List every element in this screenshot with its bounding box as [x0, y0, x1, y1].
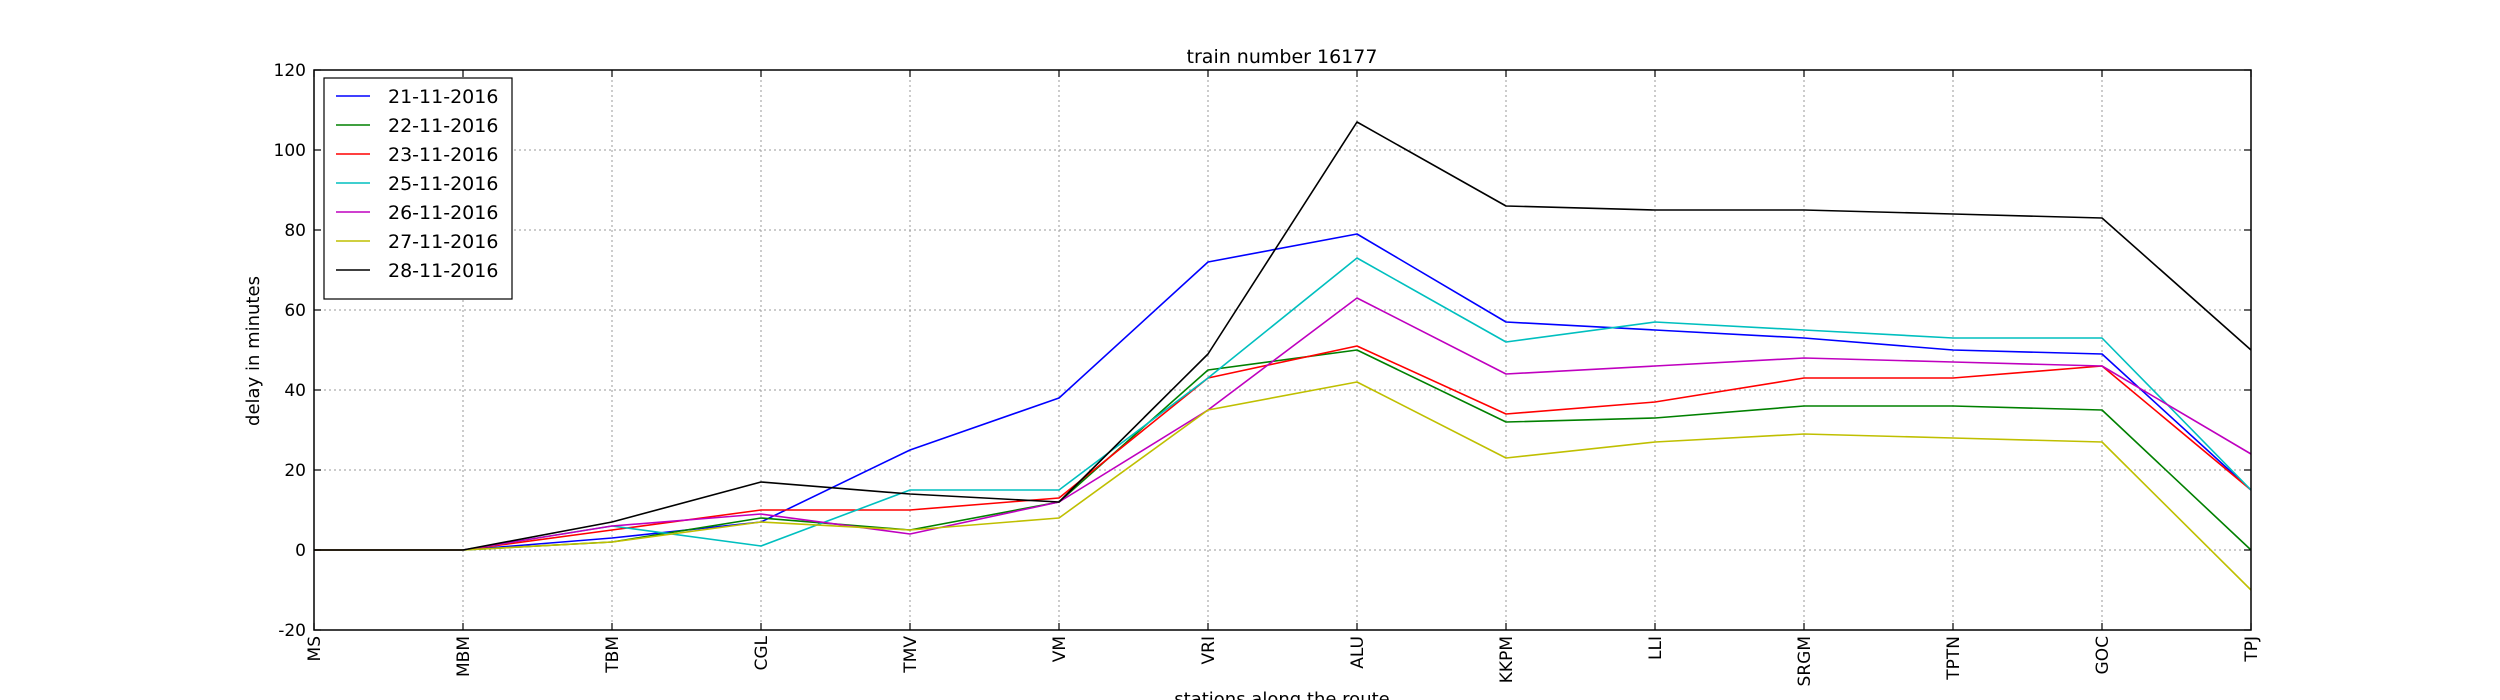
series-line-26-11-2016 [314, 297, 2252, 551]
legend-entry: 28-11-2016 [336, 260, 498, 282]
series-line-27-11-2016 [314, 381, 2252, 591]
plot-area [314, 70, 2251, 630]
legend-entry: 25-11-2016 [336, 173, 498, 195]
legend-label: 21-11-2016 [388, 86, 498, 108]
legend-label: 28-11-2016 [388, 260, 498, 282]
x-tick-label: KKPM [1497, 636, 1517, 683]
y-axis: -20 0 20 40 60 80 100 120 [274, 61, 2251, 641]
y-tick-label: 60 [284, 301, 306, 321]
x-tick-label: MS [305, 636, 325, 661]
y-tick-label: -20 [278, 621, 306, 641]
legend-entry: 23-11-2016 [336, 144, 498, 166]
legend-label: 23-11-2016 [388, 144, 498, 166]
legend: 21-11-2016 22-11-2016 23-11-2016 25-11-2016… [323, 77, 513, 300]
series-line-25-11-2016 [314, 257, 2252, 551]
x-tick-label: CGL [752, 635, 772, 670]
series-line-23-11-2016 [314, 345, 2252, 551]
legend-box [323, 77, 513, 300]
legend-label: 26-11-2016 [388, 202, 498, 224]
x-tick-label: VM [1050, 636, 1070, 662]
y-tick-label: 80 [284, 221, 306, 241]
x-tick-label: ALU [1348, 636, 1368, 669]
legend-label: 22-11-2016 [388, 115, 498, 137]
series-lines [314, 121, 2252, 591]
x-tick-label: TPJ [2242, 636, 2262, 663]
legend-entry: 26-11-2016 [336, 202, 498, 224]
y-tick-label: 0 [295, 541, 306, 561]
legend-label: 27-11-2016 [388, 231, 498, 253]
series-line-28-11-2016 [314, 121, 2252, 551]
x-tick-label: SRGM [1795, 636, 1815, 686]
y-tick-label: 20 [284, 461, 306, 481]
y-axis-label: delay in minutes [243, 276, 264, 426]
chart-title: train number 16177 [1187, 46, 1378, 68]
x-axis-label: stations along the route [1174, 689, 1389, 700]
x-axis: MS MBM TBM CGL TMV VM VRI ALU KKPM LLI SRGM TPTN GOC… [305, 70, 2262, 686]
x-tick-label: MBM [454, 636, 474, 677]
y-tick-label: 40 [284, 381, 306, 401]
x-tick-label: TPTN [1944, 636, 1964, 681]
x-tick-label: TBM [603, 636, 623, 674]
series-line-21-11-2016 [314, 233, 2252, 551]
legend-label: 25-11-2016 [388, 173, 498, 195]
x-tick-label: TMV [901, 636, 921, 674]
legend-entry: 27-11-2016 [336, 231, 498, 253]
y-tick-label: 100 [274, 141, 306, 161]
x-tick-label: VRI [1199, 636, 1219, 664]
legend-entry: 22-11-2016 [336, 115, 498, 137]
y-tick-label: 120 [274, 61, 306, 81]
x-tick-label: LLI [1646, 636, 1666, 660]
x-tick-label: GOC [2093, 636, 2113, 674]
plot-frame [313, 69, 2252, 631]
legend-entry: 21-11-2016 [336, 86, 498, 108]
